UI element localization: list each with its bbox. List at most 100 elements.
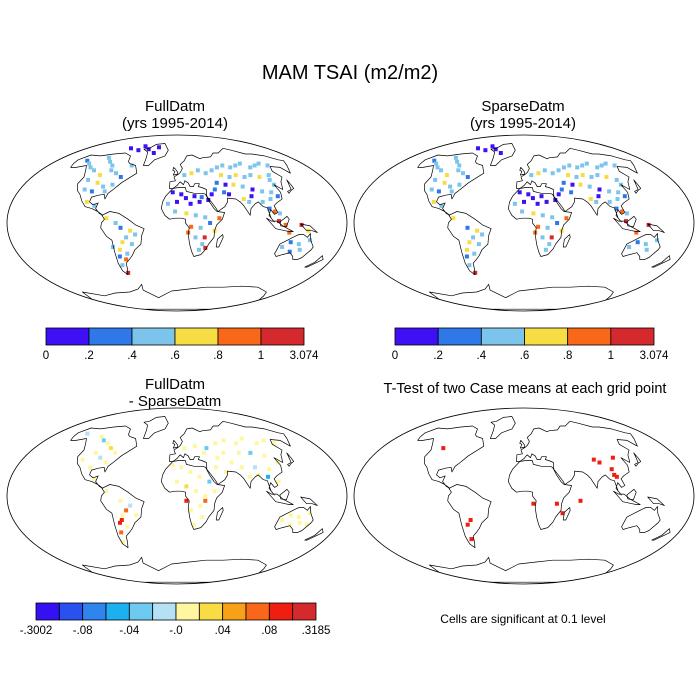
grid-cell — [128, 228, 133, 233]
grid-cell — [449, 189, 454, 194]
coastline-africa — [507, 187, 572, 257]
grid-cell — [193, 235, 198, 240]
grid-cell — [287, 230, 292, 235]
grid-cell — [267, 177, 272, 182]
colorbar-full-swatch — [174, 327, 219, 346]
grid-cell — [627, 245, 632, 249]
coastline-new-zealand — [651, 255, 671, 268]
grid-cell — [578, 498, 583, 503]
colorbar-full-tick-label: .8 — [213, 350, 223, 362]
grid-cell — [266, 173, 271, 178]
grid-cell — [580, 163, 585, 168]
grid-cell — [457, 163, 462, 168]
grid-cell — [461, 171, 465, 176]
grid-cell — [467, 263, 472, 268]
grid-cell — [287, 249, 292, 254]
grid-cell — [239, 436, 244, 441]
grid-cell — [567, 163, 572, 168]
grid-cell — [108, 159, 113, 164]
grid-cell — [265, 163, 270, 168]
grid-cell — [457, 182, 462, 187]
grid-cell — [87, 161, 92, 166]
grid-cell — [526, 192, 531, 197]
grid-cell — [267, 206, 272, 211]
grid-cell — [102, 189, 107, 194]
grid-cell — [202, 450, 206, 455]
grid-cell — [80, 457, 85, 462]
grid-cell — [82, 187, 87, 192]
grid-cell — [624, 211, 629, 216]
coastline-antarctica — [81, 283, 267, 310]
grid-cell — [536, 171, 541, 176]
grid-cell — [260, 189, 265, 194]
grid-cell — [529, 173, 534, 178]
grid-cell — [267, 467, 271, 472]
grid-cell — [439, 203, 444, 208]
grid-cell — [614, 474, 619, 479]
grid-cell — [277, 219, 281, 224]
grid-cell — [560, 511, 565, 516]
grid-cell — [517, 190, 522, 195]
grid-cell — [121, 540, 125, 544]
grid-cell — [616, 190, 621, 195]
panel1-title: FullDatm (yrs 1995-2014) — [5, 98, 345, 132]
coastline-south-america — [100, 484, 145, 549]
coastline-greenland — [490, 143, 516, 166]
grid-cell — [240, 184, 245, 189]
coastline-australia — [621, 233, 661, 260]
grid-cell — [126, 270, 131, 275]
grid-cell — [635, 240, 640, 245]
grid-cell — [220, 163, 225, 168]
grid-cell — [200, 515, 205, 520]
colorbar-diff-tick-label: .08 — [261, 625, 277, 637]
grid-cell — [129, 242, 134, 247]
grid-cell — [280, 518, 285, 522]
grid-cell — [128, 503, 133, 508]
grid-cell — [227, 192, 231, 197]
grid-cell — [539, 194, 544, 199]
grid-cell — [85, 431, 90, 436]
grid-cell — [607, 189, 612, 194]
grid-cell — [184, 211, 189, 216]
grid-cell — [120, 240, 125, 245]
grid-cell — [599, 163, 604, 168]
grid-cell — [175, 479, 179, 484]
grid-cell — [195, 168, 200, 173]
coastline-madagascar — [562, 507, 571, 521]
grid-cell — [550, 215, 555, 220]
grid-cell — [561, 165, 566, 170]
coastline-north-america — [417, 152, 485, 216]
grid-cell — [125, 524, 130, 529]
grid-cell — [607, 199, 612, 204]
colorbar-diff-tick-label: -.0 — [169, 625, 182, 637]
grid-cell — [192, 444, 197, 449]
grid-cell — [612, 163, 617, 168]
grid-cell — [540, 235, 545, 240]
coastline-borneo — [626, 488, 637, 501]
grid-cell — [624, 219, 628, 224]
colorbar-full-swatch — [88, 327, 133, 346]
grid-cell — [275, 194, 280, 199]
grid-cell — [248, 173, 253, 178]
grid-cell — [297, 247, 302, 252]
grid-cell — [93, 450, 98, 455]
panel3-title-line2: - SparseDatm — [128, 393, 222, 410]
coastline-borneo — [626, 215, 637, 228]
colorbar-full-swatch — [217, 327, 262, 346]
coastline-new-guinea — [647, 496, 665, 506]
grid-cell — [113, 450, 118, 455]
grid-cell — [296, 515, 301, 520]
grid-cell — [129, 163, 134, 168]
grid-cell — [249, 194, 254, 199]
grid-cell — [609, 467, 614, 472]
grid-cell — [522, 199, 526, 204]
grid-cell — [436, 189, 441, 194]
grid-cell — [472, 251, 477, 256]
grid-cell — [543, 247, 548, 252]
panel1-title-line2: (yrs 1995-2014) — [122, 115, 228, 132]
grid-cell — [223, 182, 228, 187]
colorbar-sparse-tick-label: .4 — [477, 350, 487, 362]
colorbar-diff-swatch — [175, 602, 200, 621]
grid-cell — [113, 221, 118, 225]
